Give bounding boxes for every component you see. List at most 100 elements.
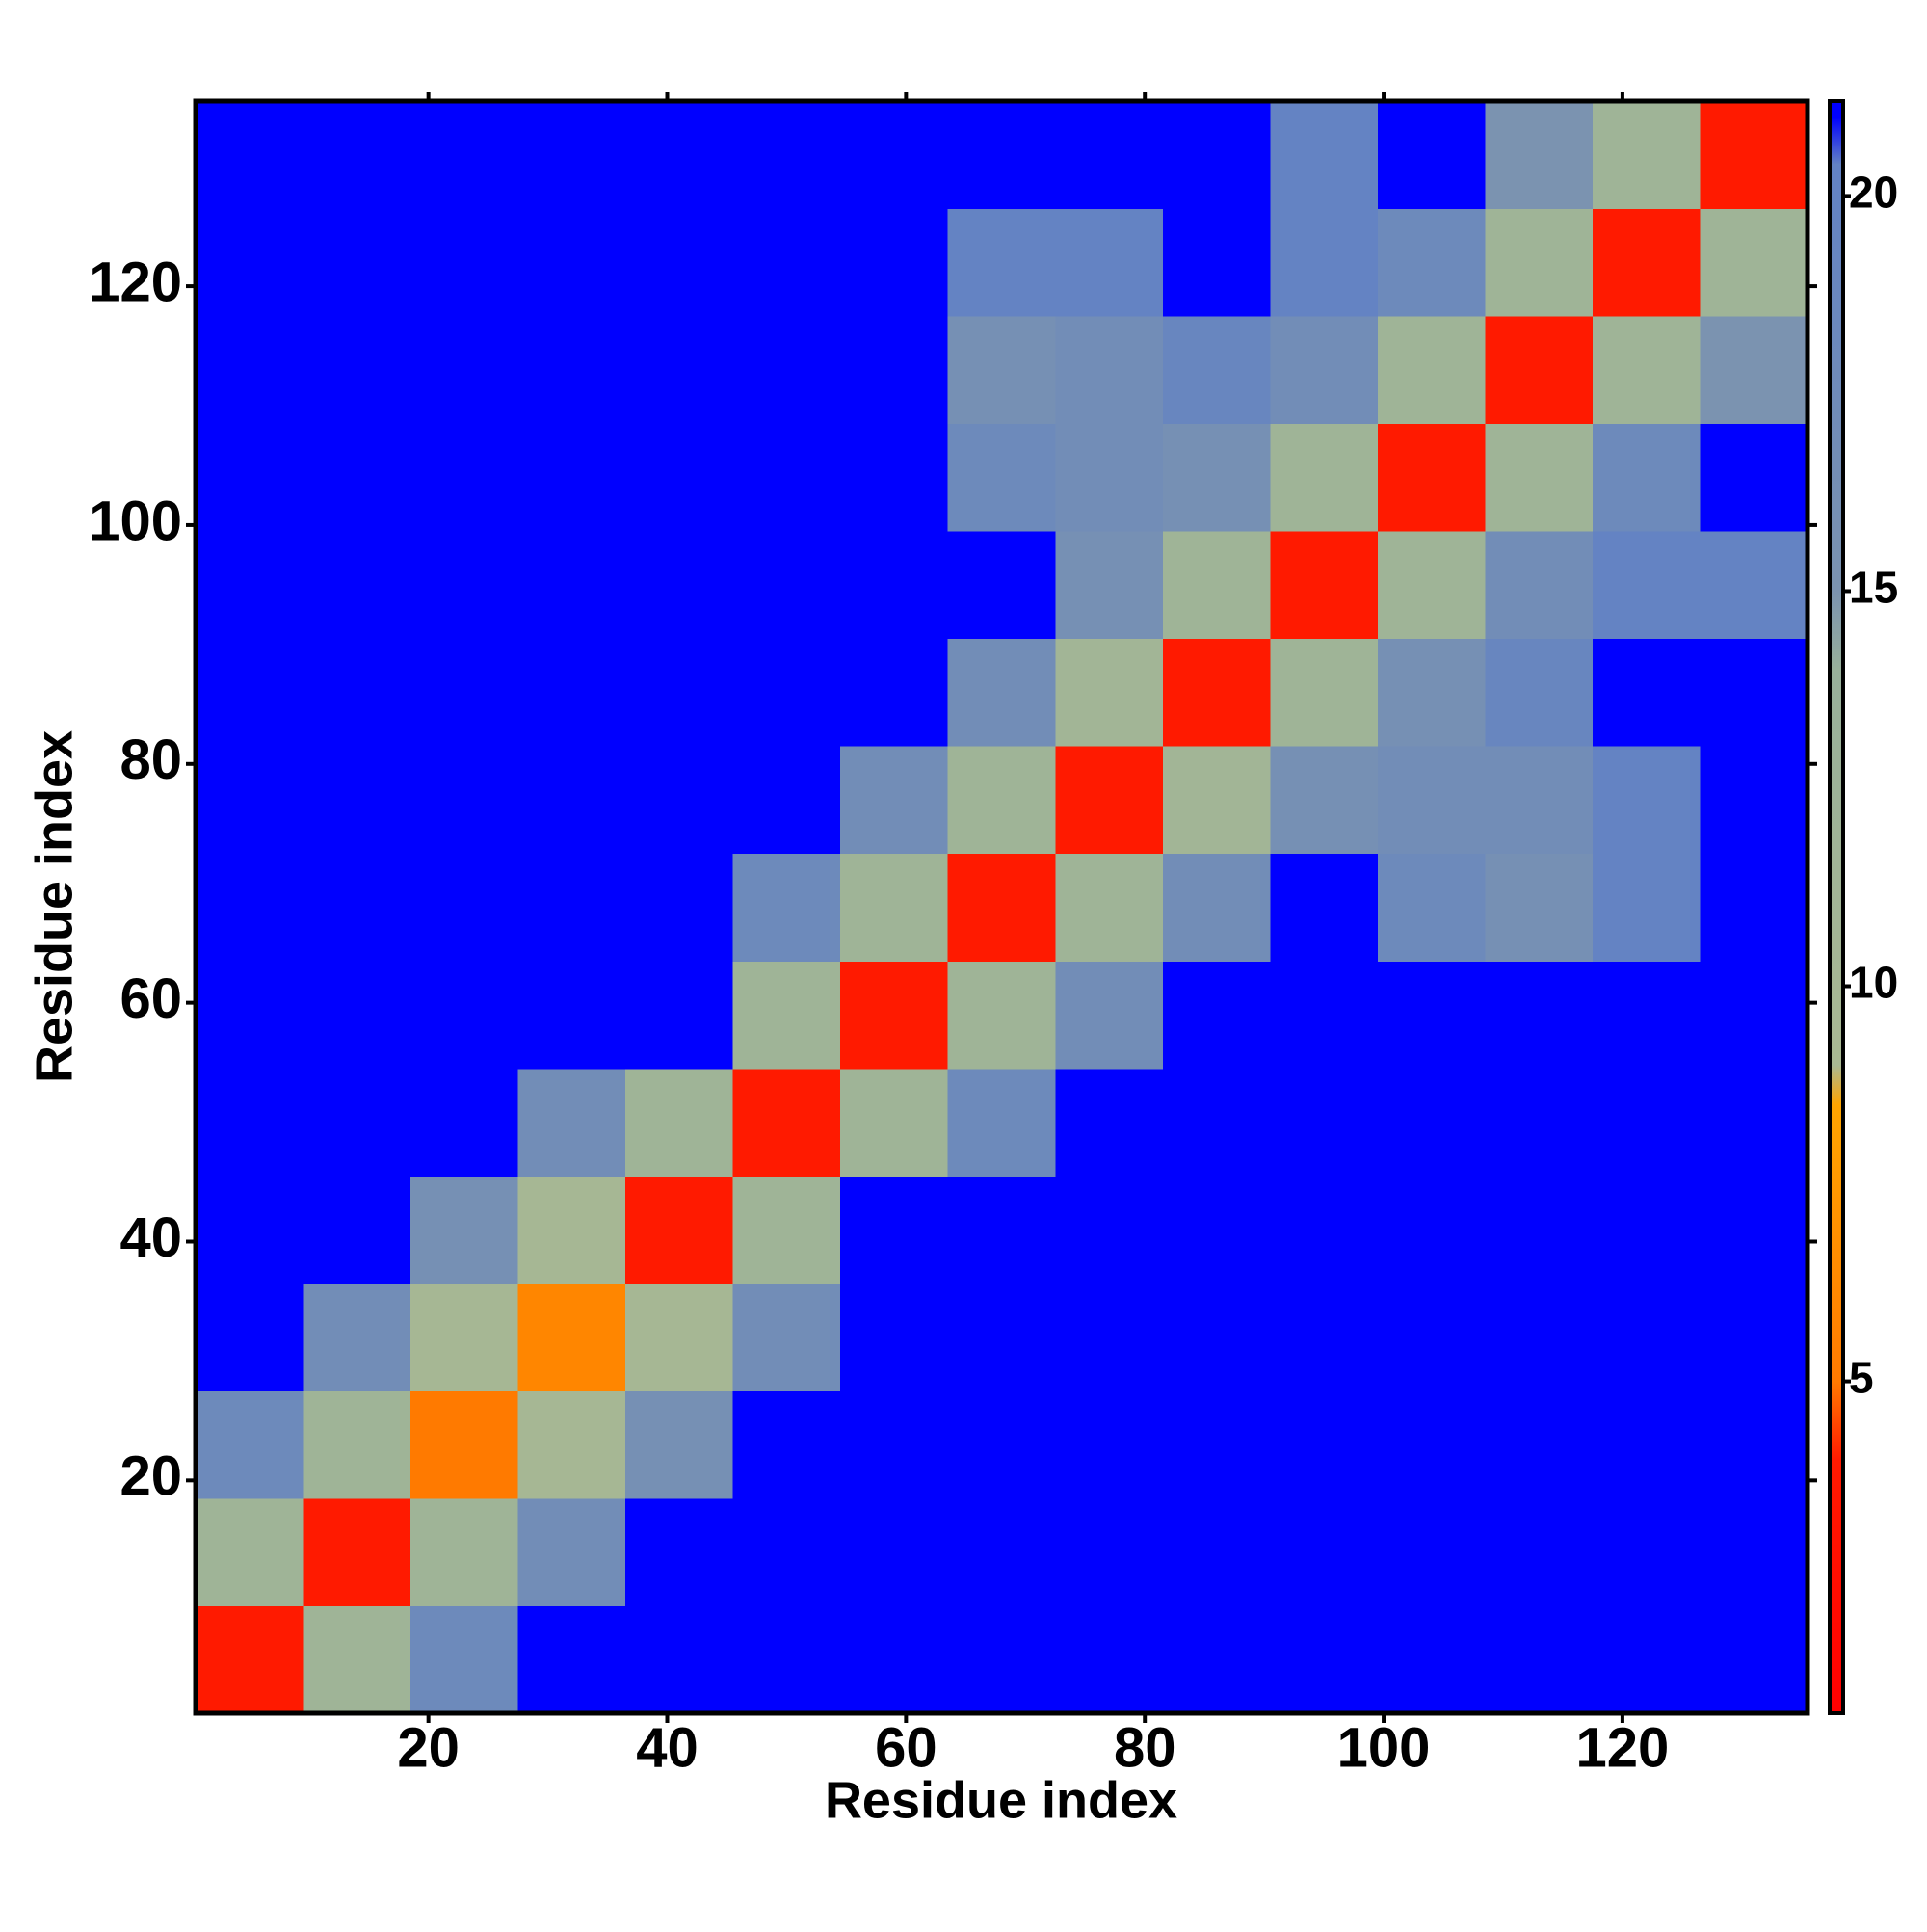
- heatmap-cell: [732, 208, 841, 317]
- heatmap-cell: [947, 101, 1056, 210]
- heatmap-cell: [732, 531, 841, 640]
- heatmap-cell: [732, 853, 841, 962]
- heatmap-cell: [303, 746, 411, 855]
- heatmap-cell: [196, 746, 304, 855]
- x-tick-label: 120: [1576, 1716, 1670, 1779]
- heatmap-cell: [732, 1068, 841, 1177]
- heatmap-cell: [1700, 1390, 1808, 1499]
- heatmap-cell: [840, 316, 949, 425]
- heatmap-cell: [732, 1390, 841, 1499]
- heatmap-cell: [1592, 638, 1701, 747]
- heatmap-cell: [410, 1390, 519, 1499]
- heatmap-cell: [517, 316, 626, 425]
- heatmap-cell: [947, 316, 1056, 425]
- colorbar-tick-label: 20: [1849, 168, 1898, 218]
- heatmap-cell: [1592, 746, 1701, 855]
- x-tick-label: 80: [1114, 1716, 1176, 1779]
- heatmap-cell: [1377, 746, 1486, 855]
- heatmap-cell: [732, 423, 841, 532]
- heatmap-cell: [517, 423, 626, 532]
- heatmap-cell: [732, 746, 841, 855]
- heatmap-cell: [1055, 1068, 1164, 1177]
- heatmap-cell: [840, 853, 949, 962]
- heatmap-cell: [1592, 1497, 1701, 1606]
- heatmap-cell: [1162, 423, 1271, 532]
- heatmap-cell: [517, 961, 626, 1070]
- heatmap-cell: [947, 1605, 1056, 1714]
- heatmap-cell: [1162, 316, 1271, 425]
- heatmap-cell: [1377, 531, 1486, 640]
- heatmap-cell: [840, 101, 949, 210]
- heatmap-cell: [625, 423, 734, 532]
- heatmap-cell: [410, 1068, 519, 1177]
- heatmap-cell: [625, 1068, 734, 1177]
- heatmap-cell: [1162, 961, 1271, 1070]
- heatmap-cell: [625, 101, 734, 210]
- heatmap-cell: [732, 1283, 841, 1391]
- heatmap-cell: [1377, 101, 1486, 210]
- heatmap-cell: [1485, 853, 1594, 962]
- heatmap-cell: [1700, 316, 1808, 425]
- heatmap-cell: [625, 638, 734, 747]
- heatmap-cell: [1592, 853, 1701, 962]
- heatmap-cell: [1485, 961, 1594, 1070]
- heatmap-cell: [1377, 423, 1486, 532]
- heatmap-cell: [840, 961, 949, 1070]
- heatmap-cell: [1270, 746, 1379, 855]
- heatmap-cell: [303, 961, 411, 1070]
- heatmap-cell: [840, 638, 949, 747]
- heatmap-cell: [1162, 101, 1271, 210]
- heatmap-cell: [1055, 316, 1164, 425]
- heatmap-cell: [410, 853, 519, 962]
- heatmap-cell: [625, 531, 734, 640]
- heatmap-cell: [410, 208, 519, 317]
- heatmap-cell: [196, 1605, 304, 1714]
- heatmap-cell: [303, 1283, 411, 1391]
- heatmap-cell: [410, 531, 519, 640]
- heatmap-cell: [1592, 961, 1701, 1070]
- heatmap-cell: [303, 101, 411, 210]
- heatmap-cell: [840, 208, 949, 317]
- heatmap-cell: [840, 531, 949, 640]
- heatmap-cell: [947, 638, 1056, 747]
- heatmap-cell: [303, 1390, 411, 1499]
- heatmap-cell: [947, 1068, 1056, 1177]
- heatmap-cell: [1485, 1497, 1594, 1606]
- heatmap-cell: [303, 1605, 411, 1714]
- heatmap-cell: [517, 638, 626, 747]
- heatmap-cell: [1700, 1605, 1808, 1714]
- heatmap-cell: [196, 1176, 304, 1284]
- heatmap-cell: [1485, 638, 1594, 747]
- heatmap-cell: [1592, 1283, 1701, 1391]
- colorbar-tick-label: 5: [1849, 1353, 1874, 1403]
- heatmap-cell: [303, 316, 411, 425]
- heatmap-cell: [303, 531, 411, 640]
- heatmap-cell: [1055, 423, 1164, 532]
- y-tick-label: 60: [119, 967, 182, 1030]
- heatmap-cell: [947, 1390, 1056, 1499]
- heatmap-cell: [410, 746, 519, 855]
- y-tick-label: 100: [89, 490, 182, 552]
- heatmap-cell: [303, 423, 411, 532]
- x-tick-label: 60: [875, 1716, 937, 1779]
- y-tick-label: 80: [119, 728, 182, 791]
- heatmap-cell: [1270, 423, 1379, 532]
- heatmap-cell: [517, 1283, 626, 1391]
- heatmap-cell: [1592, 1176, 1701, 1284]
- heatmap-cell: [196, 1283, 304, 1391]
- heatmap-cell: [625, 1605, 734, 1714]
- heatmap-cell: [1377, 1068, 1486, 1177]
- heatmap-cell: [1055, 208, 1164, 317]
- heatmap-cell: [732, 638, 841, 747]
- x-tick-label: 40: [636, 1716, 699, 1779]
- heatmap-cell: [1162, 746, 1271, 855]
- heatmap-cell: [1377, 1283, 1486, 1391]
- heatmap-cell: [1700, 1176, 1808, 1284]
- heatmap-cell: [1485, 1605, 1594, 1714]
- heatmap-cell: [947, 1176, 1056, 1284]
- y-tick-label: 20: [119, 1445, 182, 1508]
- heatmap-cell: [1377, 1605, 1486, 1714]
- heatmap-cell: [303, 1497, 411, 1606]
- heatmap-cell: [1592, 316, 1701, 425]
- heatmap-cell: [1055, 1283, 1164, 1391]
